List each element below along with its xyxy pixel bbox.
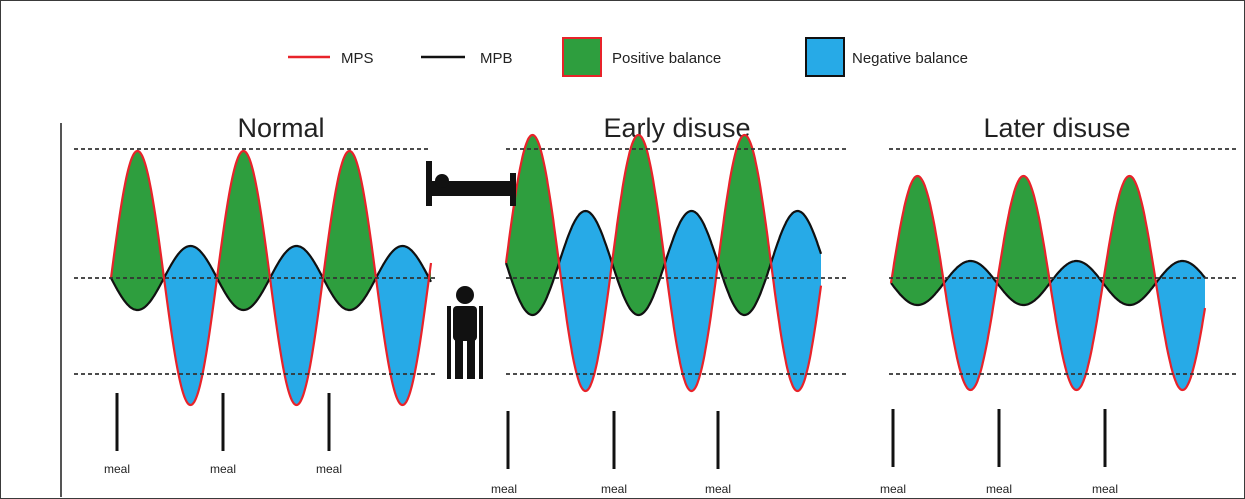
meal-label: meal bbox=[986, 482, 1012, 496]
legend-negative-swatch bbox=[805, 37, 845, 77]
panel-early-disuse bbox=[504, 133, 823, 393]
panel-title-later-disuse: Later disuse bbox=[983, 113, 1130, 143]
reference-lines bbox=[74, 148, 1237, 375]
meal-label: meal bbox=[210, 462, 236, 476]
person-with-crutches-icon bbox=[447, 286, 483, 379]
meal-label: meal bbox=[705, 482, 731, 496]
mps-curve bbox=[109, 149, 433, 407]
panel-later-disuse bbox=[889, 174, 1207, 392]
legend-positive-swatch bbox=[562, 37, 602, 77]
hospital-bed-icon bbox=[426, 161, 516, 206]
legend: MPS MPB Positive balance Negative balanc… bbox=[288, 37, 968, 77]
panel-title-early-disuse: Early disuse bbox=[603, 113, 750, 143]
mps-curve bbox=[504, 133, 823, 393]
negative-balance-region bbox=[1156, 261, 1205, 390]
meal-label: meal bbox=[316, 462, 342, 476]
positive-balance-region bbox=[612, 135, 666, 315]
legend-mpb-label: MPB bbox=[480, 50, 513, 67]
panel-title-normal: Normal bbox=[237, 113, 324, 143]
meal-label: meal bbox=[104, 462, 130, 476]
legend-positive-label: Positive balance bbox=[612, 50, 721, 67]
meal-label: meal bbox=[1092, 482, 1118, 496]
meal-label: meal bbox=[880, 482, 906, 496]
mps-curve bbox=[889, 174, 1207, 392]
positive-balance-region bbox=[323, 151, 377, 310]
positive-balance-region bbox=[217, 151, 271, 310]
legend-negative-label: Negative balance bbox=[852, 50, 968, 67]
meal-label: meal bbox=[491, 482, 517, 496]
meal-markers: meal meal meal meal meal meal meal meal … bbox=[104, 393, 1118, 496]
legend-mps-label: MPS bbox=[341, 50, 374, 67]
panel-normal bbox=[109, 149, 433, 407]
meal-label: meal bbox=[601, 482, 627, 496]
